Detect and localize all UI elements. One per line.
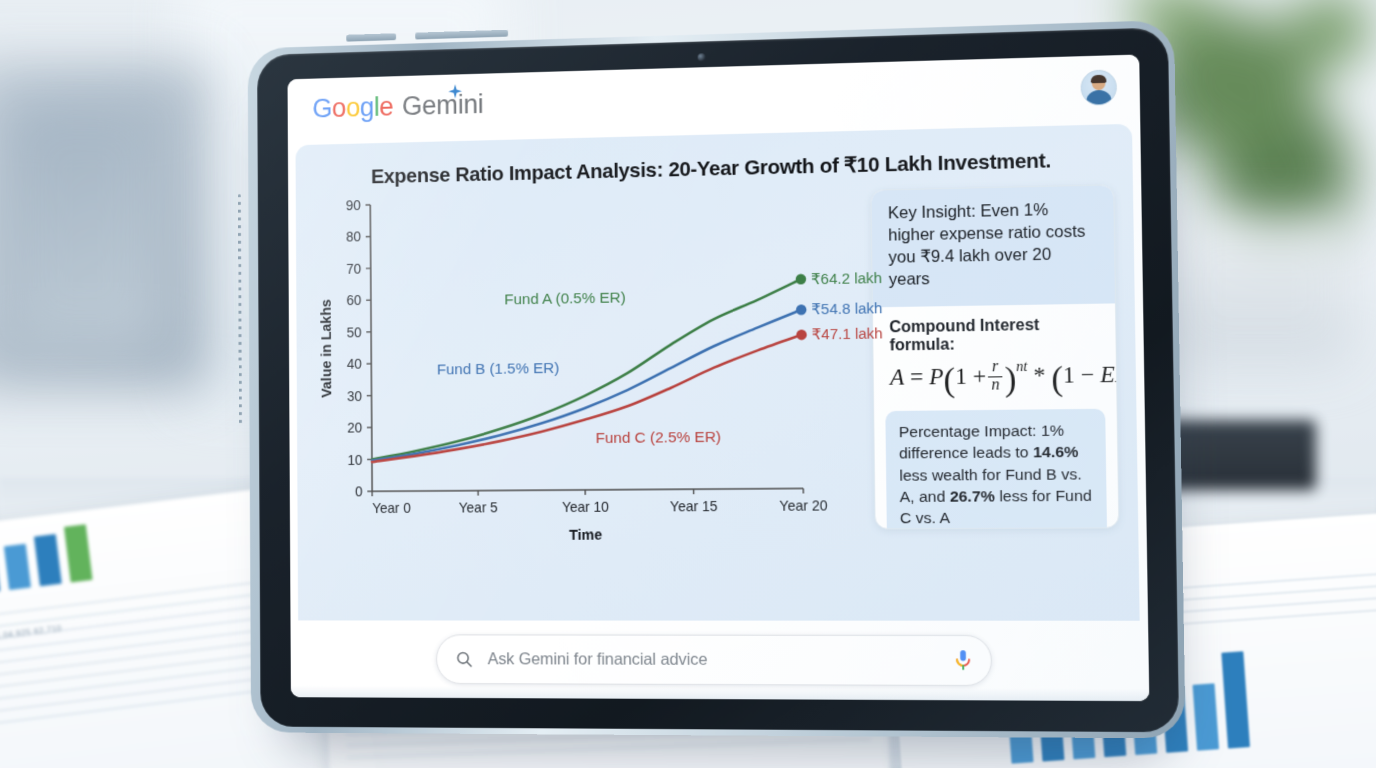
pct-value-b: 14.6% — [1032, 443, 1079, 462]
svg-text:Fund A (0.5% ER): Fund A (0.5% ER) — [504, 289, 626, 308]
svg-text:40: 40 — [347, 357, 362, 372]
chart-panel: Expense Ratio Impact Analysis: 20-Year G… — [295, 123, 1140, 621]
background-plant-pot — [1164, 215, 1354, 365]
formula-ER: ER — [1099, 361, 1120, 388]
formula-equals: = — [909, 363, 924, 390]
background-monitor-screen — [10, 105, 160, 345]
svg-text:0: 0 — [355, 484, 363, 499]
svg-text:20: 20 — [347, 421, 362, 436]
svg-text:Year 5: Year 5 — [459, 500, 498, 515]
formula-label: Compound Interest formula: — [889, 316, 1040, 355]
svg-text:₹54.8 lakh: ₹54.8 lakh — [811, 301, 882, 318]
x-axis-tick-labels: Year 0 Year 5 Year 10 Year 15 Year 20 — [372, 498, 828, 516]
google-logo: Google — [312, 91, 394, 123]
pct-value-c: 26.7% — [949, 488, 995, 506]
x-axis-label: Time — [569, 527, 602, 543]
formula-exponent: nt — [1016, 359, 1028, 375]
chart-area: 0 10 20 30 40 50 60 70 80 90 Year 0 Year 5 Year 10 Y… — [311, 172, 1123, 621]
svg-text:70: 70 — [346, 261, 361, 276]
formula-paren-close: ) — [1004, 360, 1017, 399]
svg-text:Fund B (1.5% ER): Fund B (1.5% ER) — [437, 360, 559, 379]
compound-interest-formula: A = P(1 +rn)nt * (1 − ER) — [889, 358, 1120, 400]
y-axis — [370, 205, 372, 491]
formula-minus: − — [1080, 361, 1095, 388]
formula-r: r — [987, 358, 1003, 378]
y-axis-tick-labels: 0 10 20 30 40 50 60 70 80 90 — [346, 198, 363, 499]
formula-one2: 1 — [1062, 361, 1075, 388]
pct-line2b: less — [899, 466, 928, 485]
formula-A: A — [889, 364, 905, 390]
insight-card: Key Insight: Even 1% higher expense rati… — [870, 184, 1120, 530]
formula-paren-open: ( — [943, 361, 956, 400]
search-icon — [454, 649, 474, 669]
svg-text:Year 0: Year 0 — [372, 501, 411, 516]
svg-text:₹47.1 lakh: ₹47.1 lakh — [812, 326, 883, 343]
pct-line1: Percentage Impact: 1% — [898, 422, 1065, 442]
key-insight-text: Key Insight: Even 1% higher expense rati… — [871, 185, 1115, 308]
search-zone: Ask Gemini for financial advice — [290, 620, 1150, 702]
search-input[interactable]: Ask Gemini for financial advice — [487, 649, 708, 669]
tablet-bezel: Google Gemini Expense Ra — [257, 27, 1180, 733]
product-name: Gemini — [401, 88, 484, 121]
svg-text:Fund C (2.5% ER): Fund C (2.5% ER) — [596, 429, 722, 447]
svg-text:Year 20: Year 20 — [779, 498, 828, 514]
percentage-impact-box: Percentage Impact: 1% difference leads t… — [885, 408, 1108, 530]
svg-text:60: 60 — [346, 293, 361, 308]
chart-series-labels: Fund A (0.5% ER) Fund B (1.5% ER) Fund C (… — [437, 289, 722, 447]
avatar-body — [1085, 89, 1112, 105]
line-chart: 0 10 20 30 40 50 60 70 80 90 Year 0 Year 5 Year 10 Y… — [311, 186, 883, 621]
tablet-screen: Google Gemini Expense Ra — [287, 54, 1150, 702]
pct-line2a: difference leads to — [898, 444, 1034, 463]
svg-text:30: 30 — [347, 389, 362, 404]
formula-plus: + — [972, 363, 987, 389]
svg-text:50: 50 — [347, 325, 362, 340]
chart-endpoints — [795, 273, 807, 341]
formula-P: P — [929, 363, 944, 390]
svg-text:80: 80 — [346, 230, 361, 245]
formula-one: 1 — [954, 363, 968, 389]
microphone-icon[interactable] — [952, 648, 975, 673]
formula-n: n — [991, 376, 1000, 394]
chart-end-labels: ₹64.2 lakh ₹54.8 lakh ₹47.1 lakh — [811, 270, 883, 343]
avatar[interactable] — [1080, 68, 1118, 106]
front-camera-icon — [697, 53, 706, 62]
svg-text:Year 10: Year 10 — [562, 500, 609, 515]
x-axis-ticks — [372, 488, 803, 496]
svg-text:₹64.2 lakh: ₹64.2 lakh — [811, 270, 882, 288]
paper-bar-chart — [0, 524, 93, 597]
svg-text:Year 15: Year 15 — [670, 499, 718, 515]
svg-text:10: 10 — [347, 452, 362, 467]
search-bar[interactable]: Ask Gemini for financial advice — [435, 634, 993, 687]
gemini-brand[interactable]: Google Gemini — [312, 83, 484, 123]
formula-times: * — [1033, 362, 1046, 388]
x-axis — [372, 488, 803, 491]
avatar-hair — [1090, 74, 1107, 83]
y-axis-label: Value in Lakhs — [319, 299, 335, 398]
formula-block: Compound Interest formula: A = P(1 + r n)n… — [873, 303, 1120, 407]
svg-text:90: 90 — [346, 198, 361, 213]
formula-paren2-open: ( — [1050, 360, 1064, 398]
tablet-device: Google Gemini Expense Ra — [237, 19, 1186, 739]
sparkle-icon — [448, 83, 462, 99]
